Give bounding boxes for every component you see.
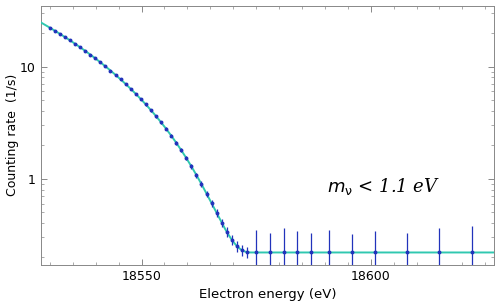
Y-axis label: Counting rate  (1/s): Counting rate (1/s) [6,74,18,196]
Text: $m_{\mathrm{\nu}}$ < 1.1 eV: $m_{\mathrm{\nu}}$ < 1.1 eV [326,177,440,197]
X-axis label: Electron energy (eV): Electron energy (eV) [199,289,336,301]
